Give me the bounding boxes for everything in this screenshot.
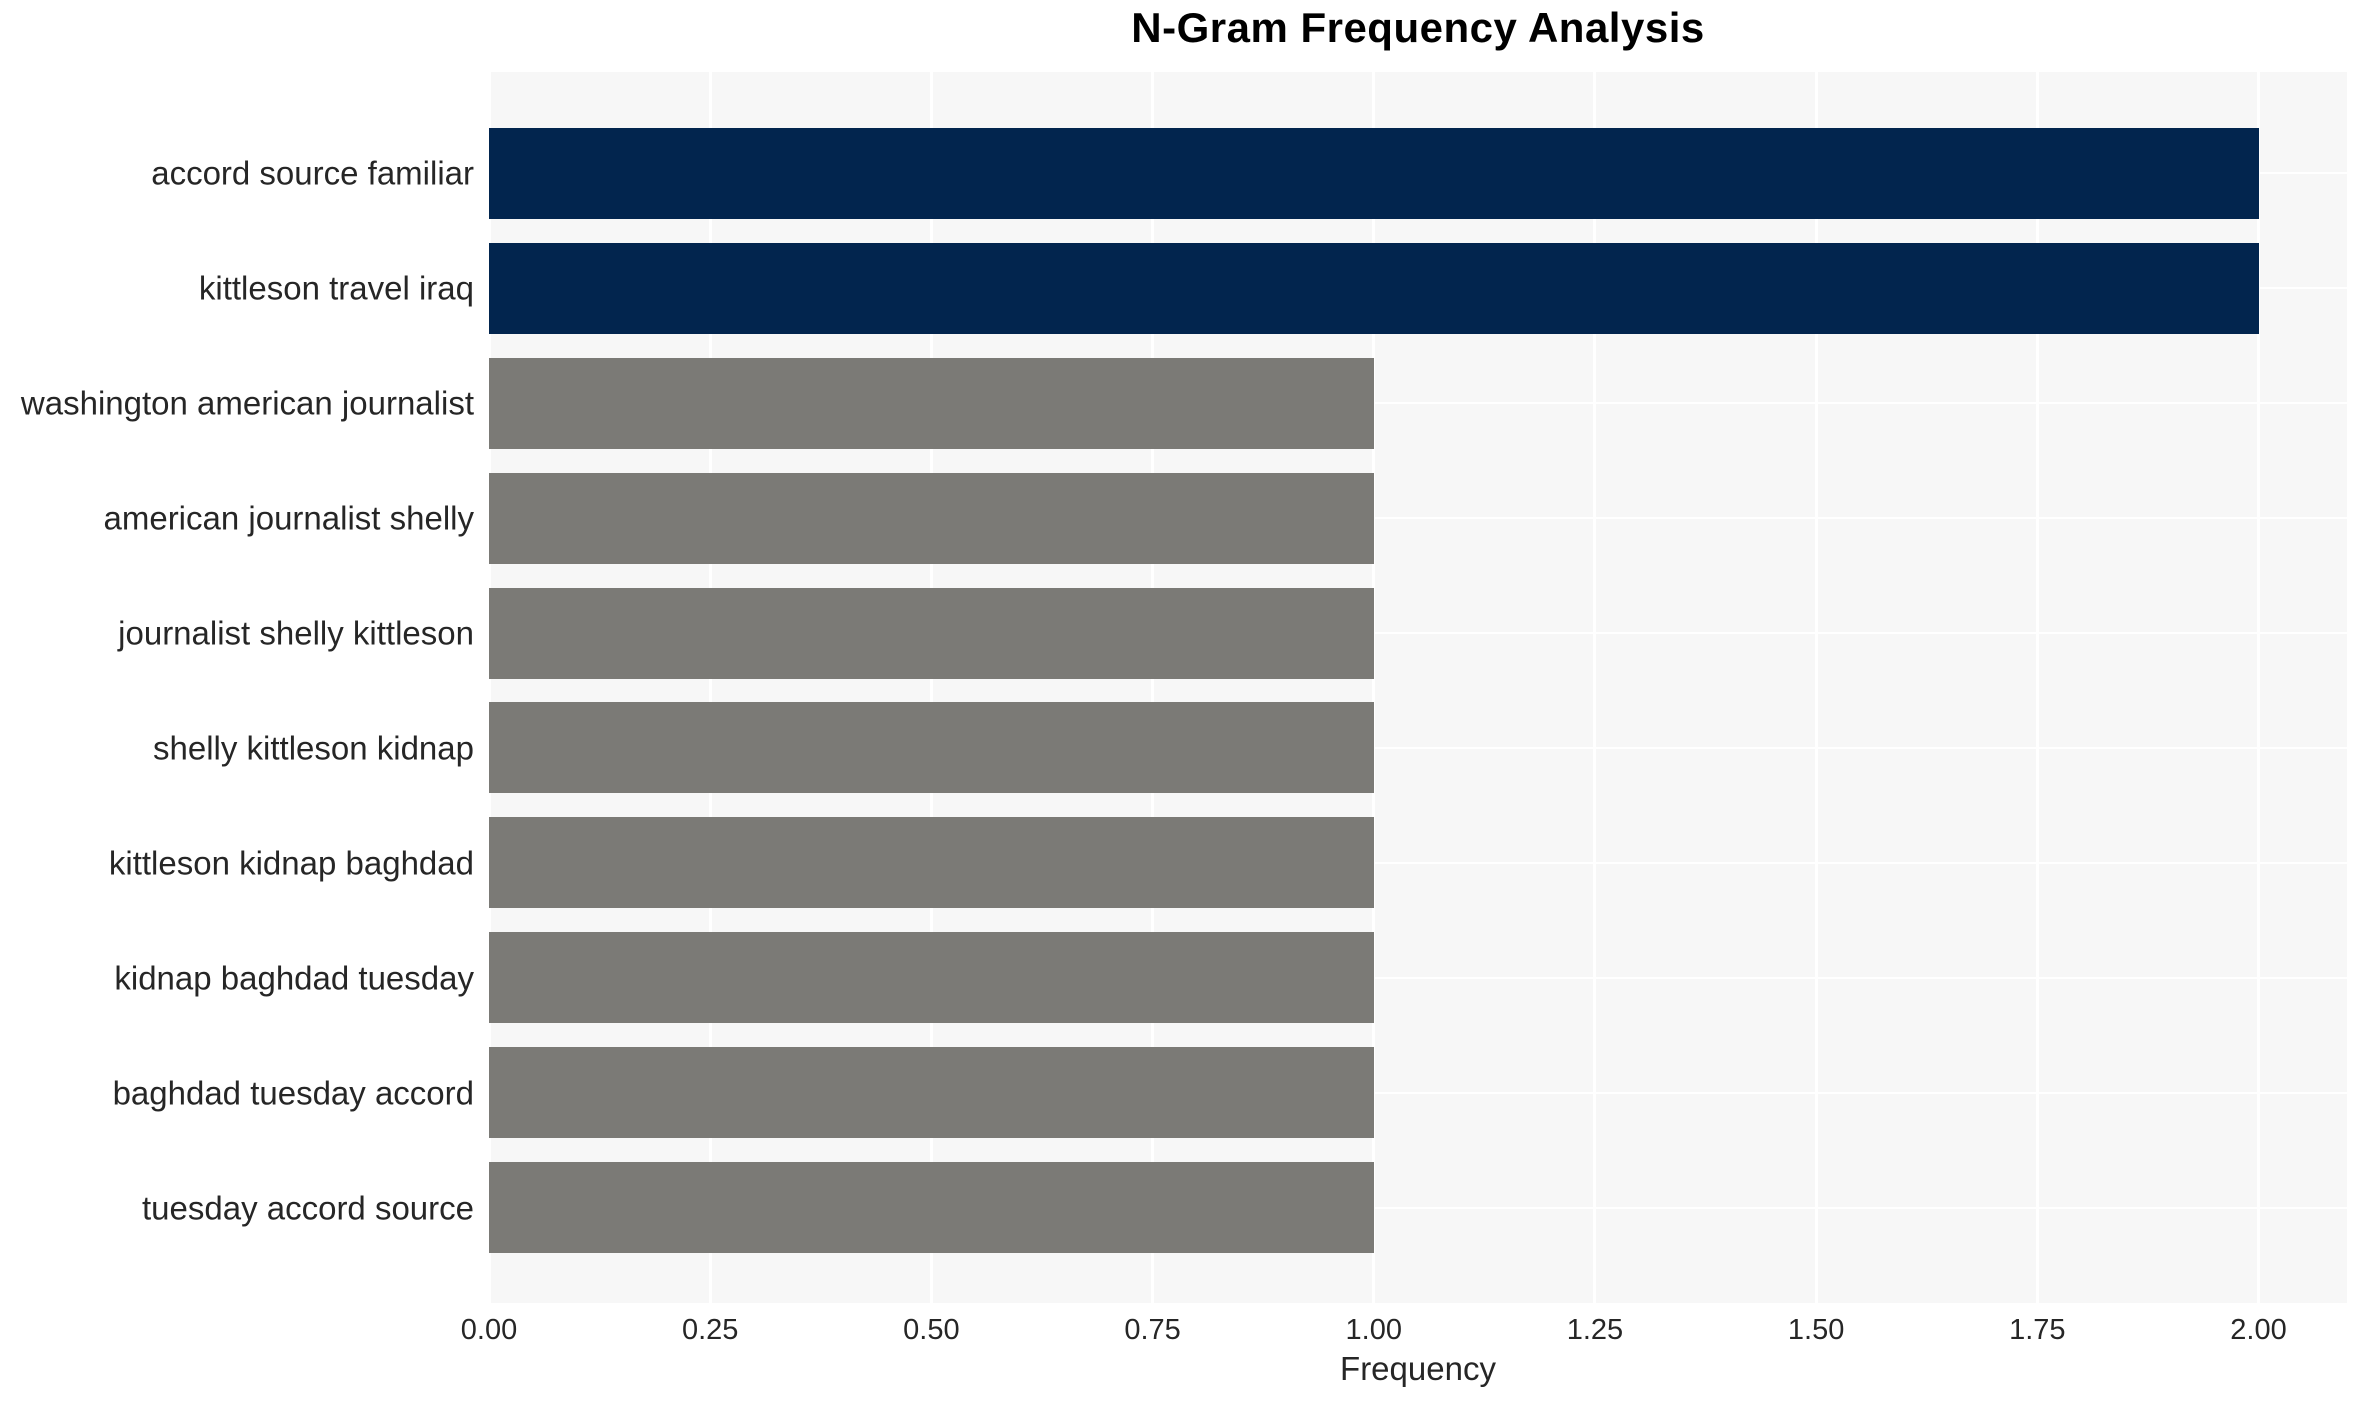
- y-tick-label: baghdad tuesday accord: [112, 1074, 474, 1112]
- y-tick-label: tuesday accord source: [141, 1189, 474, 1227]
- x-tick-label: 0.50: [903, 1314, 960, 1346]
- grid-line-horizontal: [489, 517, 2347, 520]
- y-tick-label: kidnap baghdad tuesday: [114, 959, 474, 997]
- grid-line-vertical: [487, 72, 491, 1303]
- x-tick-label: 1.50: [1787, 1314, 1845, 1346]
- grid-line-horizontal: [489, 1091, 2347, 1094]
- x-axis-label: Frequency: [1340, 1350, 1496, 1387]
- y-tick-label: kittleson travel iraq: [198, 269, 474, 307]
- grid-line-vertical: [929, 72, 933, 1303]
- x-tick-label: 1.75: [2009, 1314, 2066, 1346]
- grid-line-horizontal: [489, 746, 2347, 749]
- bar: [489, 1047, 1374, 1139]
- grid-line-vertical: [1372, 72, 1376, 1303]
- chart-title: N-Gram Frequency Analysis: [1131, 4, 1705, 51]
- y-tick-label: washington american journalist: [20, 384, 474, 422]
- grid-line-horizontal: [489, 1206, 2347, 1209]
- grid-line-vertical: [1593, 72, 1597, 1303]
- bar: [489, 357, 1374, 449]
- grid-line-vertical: [2035, 72, 2039, 1303]
- bar: [489, 932, 1374, 1024]
- y-tick-label: journalist shelly kittleson: [118, 614, 474, 652]
- x-tick-label: 0.75: [1124, 1314, 1181, 1346]
- y-tick-label: american journalist shelly: [103, 499, 475, 537]
- x-tick-label: 1.25: [1566, 1314, 1624, 1346]
- grid-line-horizontal: [489, 976, 2347, 979]
- grid-line-vertical: [708, 72, 712, 1303]
- x-tick-label: 0.00: [460, 1314, 518, 1346]
- bar: [489, 127, 2259, 219]
- bar: [489, 1162, 1374, 1254]
- x-tick-label: 1.00: [1345, 1314, 1402, 1346]
- grid-line-horizontal: [489, 861, 2347, 864]
- x-tick-label: 2.00: [2230, 1314, 2287, 1346]
- bar: [489, 702, 1374, 794]
- grid-line-horizontal: [489, 402, 2347, 405]
- bar: [489, 472, 1374, 564]
- plot-area: [487, 72, 2347, 1303]
- y-tick-label: accord source familiar: [151, 154, 474, 192]
- grid-line-vertical: [2257, 72, 2261, 1303]
- grid-line-vertical: [1151, 72, 1155, 1303]
- grid-line-vertical: [1814, 72, 1818, 1303]
- bar: [489, 817, 1374, 909]
- y-tick-label: kittleson kidnap baghdad: [108, 844, 474, 882]
- bar: [489, 587, 1374, 679]
- bar: [489, 242, 2259, 334]
- y-tick-label: shelly kittleson kidnap: [152, 729, 474, 767]
- grid-line-horizontal: [489, 632, 2347, 635]
- x-tick-label: 0.25: [681, 1314, 739, 1346]
